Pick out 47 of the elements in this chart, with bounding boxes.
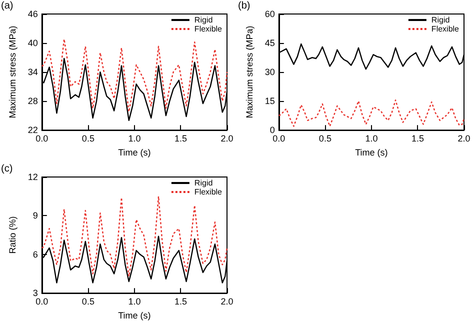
y-axis-title: Ratio (%) <box>8 216 18 254</box>
y-tick-label: 15 <box>264 96 275 106</box>
line-series <box>41 196 228 277</box>
y-axis-title: Maximum stress (MPa) <box>244 26 254 118</box>
x-tick-label: 1.5 <box>174 134 187 144</box>
y-tick-label: 34 <box>28 67 38 78</box>
y-tick-label: 60 <box>264 9 275 19</box>
y-tick-label: 40 <box>28 38 38 48</box>
y-tick-label: 6 <box>32 249 38 260</box>
chart-title: (a) <box>1 0 14 12</box>
y-tick-label: 9 <box>32 210 38 221</box>
y-axis-title: Maximum stress (MPa) <box>8 26 18 118</box>
x-tick-label: 1.5 <box>174 296 187 307</box>
x-tick-label: 0.0 <box>36 134 48 144</box>
y-tick-label: 28 <box>28 96 38 106</box>
x-axis-title: Time (s) <box>118 148 151 158</box>
legend-label: Rigid <box>431 16 450 24</box>
legend-label: Flexible <box>431 24 460 34</box>
x-tick-label: 1.0 <box>128 134 141 144</box>
line-series <box>278 100 465 127</box>
x-tick-label: 2.0 <box>220 134 234 144</box>
x-tick-label: 1.5 <box>411 134 424 144</box>
x-tick-label: 0.0 <box>272 134 286 144</box>
x-tick-label: 0.5 <box>318 134 332 144</box>
y-tick-label: 45 <box>264 38 275 48</box>
y-tick-label: 0 <box>270 125 275 136</box>
legend-label: Rigid <box>194 16 213 24</box>
x-tick-label: 0.0 <box>36 296 48 307</box>
x-axis-title: Time (s) <box>355 148 388 158</box>
chart-title: (b) <box>238 0 250 12</box>
y-tick-label: 30 <box>264 67 275 78</box>
legend-label: Rigid <box>194 178 213 188</box>
y-tick-label: 3 <box>32 288 38 298</box>
chart-title: (c) <box>1 164 13 174</box>
legend-label: Flexible <box>194 24 223 34</box>
x-axis-title: Time (s) <box>118 310 151 320</box>
x-tick-label: 2.0 <box>458 134 470 144</box>
x-tick-label: 1.0 <box>128 296 141 307</box>
y-tick-label: 22 <box>28 125 38 136</box>
y-tick-label: 46 <box>28 9 38 19</box>
y-tick-label: 12 <box>28 172 38 182</box>
x-tick-label: 1.0 <box>365 134 378 144</box>
legend-label: Flexible <box>194 188 223 196</box>
line-series <box>41 38 228 112</box>
x-tick-label: 0.5 <box>82 296 94 307</box>
x-tick-label: 2.0 <box>220 296 234 307</box>
x-tick-label: 0.5 <box>82 134 94 144</box>
